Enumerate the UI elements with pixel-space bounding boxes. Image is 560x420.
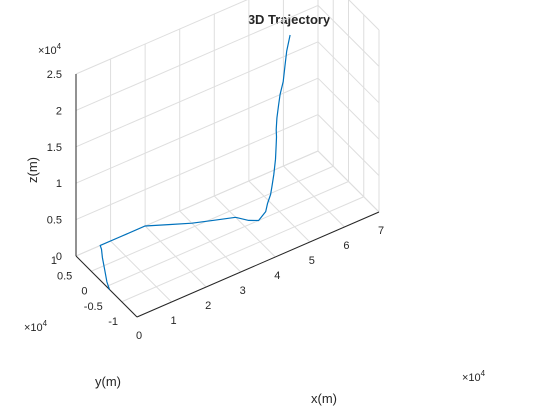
side-wall-grid-line-z [348, 0, 380, 31]
y-tick-label: -1 [108, 316, 118, 328]
floor-grid-line-y [106, 181, 349, 287]
side-wall-grid-line-z [317, 41, 380, 104]
back-wall-grid-line-z [75, 0, 248, 75]
floor-grid-line-y [91, 165, 334, 272]
z-tick-label: 2.5 [47, 69, 62, 81]
side-wall-grid-line-z [317, 150, 380, 213]
chart-title: 3D Trajectory [248, 12, 331, 27]
side-wall-grid-line-z [317, 5, 380, 67]
axes-box [75, 74, 380, 318]
back-wall-grid-line-z [75, 41, 319, 148]
y-tick-label: 0.5 [57, 270, 72, 282]
z-tick-label: 1 [56, 178, 62, 190]
z-exponent: ×104 [38, 42, 62, 57]
z-tick-label: 0 [56, 251, 62, 263]
z-tick-label: 0.5 [47, 215, 62, 227]
x-tick-label: 3 [240, 285, 246, 297]
svg-text:×104: ×104 [24, 319, 48, 334]
x-tick-label: 2 [205, 300, 211, 312]
z-axis-label: z(m) [25, 157, 40, 183]
z-tick-label: 1.5 [47, 142, 62, 154]
x-axis-line [136, 211, 380, 318]
y-tick-label: 1 [51, 255, 57, 267]
grid-lines [75, 0, 380, 318]
back-wall-grid-line-z [75, 77, 319, 184]
x-tick-label: 7 [378, 225, 384, 237]
x-tick-label: 1 [171, 315, 177, 327]
x-tick-label: 6 [343, 240, 349, 252]
y-axis-line [75, 255, 138, 318]
svg-text:×104: ×104 [38, 42, 62, 57]
y-tick-label: -0.5 [84, 301, 103, 313]
y-axis-label: y(m) [95, 374, 121, 389]
side-wall-grid-line-z [317, 114, 380, 176]
floor-grid-line-y [121, 196, 364, 303]
trajectory-line [99, 34, 291, 290]
side-wall-grid-line-z [317, 77, 380, 140]
x-tick-label: 0 [136, 330, 142, 342]
x-tick-label: 5 [309, 255, 315, 267]
z-tick-label: 2 [56, 105, 62, 117]
x-tick-label: 4 [274, 270, 280, 282]
svg-text:×104: ×104 [462, 369, 486, 384]
back-wall-grid-line-z [75, 4, 319, 111]
back-wall-grid-line-z [75, 114, 319, 221]
y-exponent: ×104 [24, 319, 48, 334]
x-exponent: ×104 [462, 369, 486, 384]
y-tick-label: 0 [81, 286, 87, 298]
x-axis-label: x(m) [311, 391, 337, 406]
